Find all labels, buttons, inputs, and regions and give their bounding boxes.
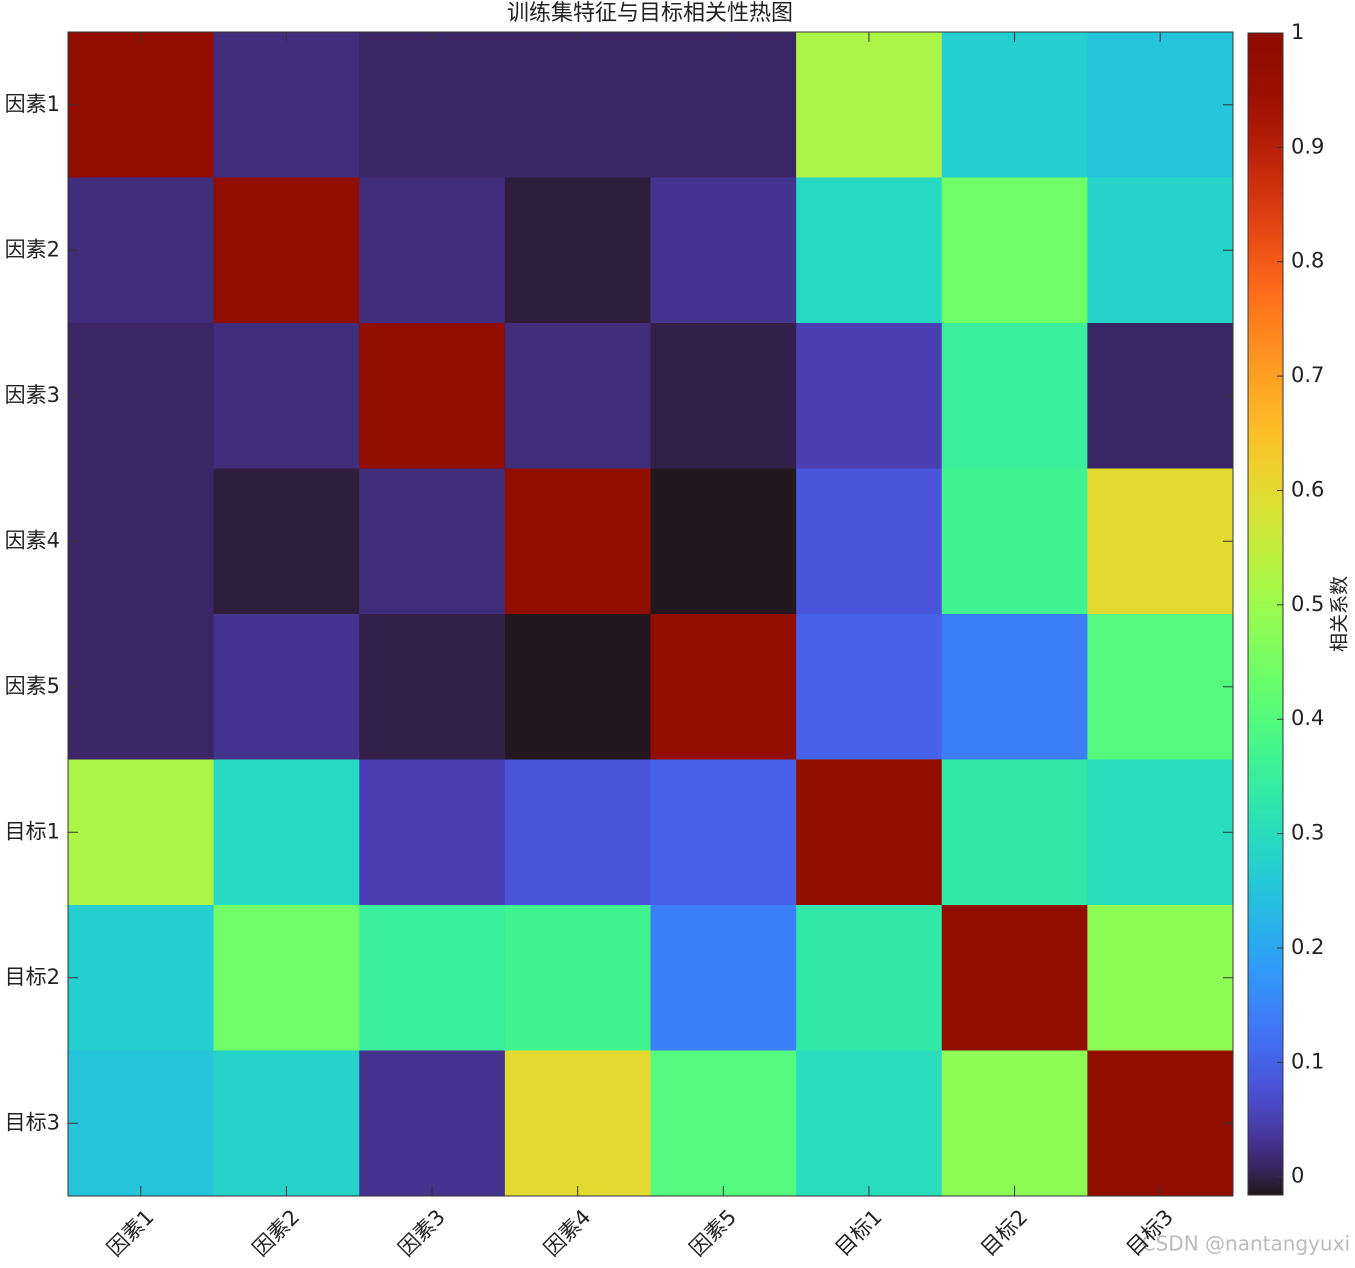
heatmap-cell — [650, 177, 797, 324]
x-tick-label: 目标2 — [976, 1205, 1032, 1261]
colorbar-tick-label: 0.2 — [1291, 935, 1324, 959]
heatmap-cell — [359, 905, 506, 1051]
heatmap-cell — [941, 323, 1088, 469]
colorbar-tick-label: 0 — [1291, 1164, 1304, 1188]
heatmap-cell — [1087, 905, 1234, 1051]
colorbar-tick-label: 0.3 — [1291, 821, 1324, 845]
heatmap-cell — [68, 759, 215, 906]
heatmap-cell — [213, 177, 360, 324]
heatmap-cell — [504, 905, 651, 1051]
heatmap-cell — [213, 905, 360, 1051]
heatmap-cell — [941, 614, 1088, 760]
x-tick-label: 因素4 — [539, 1205, 595, 1261]
y-tick-label: 因素1 — [5, 92, 60, 116]
heatmap-cell — [359, 1050, 506, 1197]
heatmap-cell — [650, 905, 797, 1051]
heatmap-cell — [504, 468, 651, 615]
heatmap-cell — [796, 759, 943, 906]
heatmap-cell — [504, 32, 651, 178]
heatmap-cell — [796, 32, 943, 178]
heatmap-cell — [796, 1050, 943, 1197]
heatmap-cell — [68, 323, 215, 469]
heatmap-cell — [213, 614, 360, 760]
heatmap-cell — [796, 905, 943, 1051]
heatmap-cell — [68, 1050, 215, 1197]
heatmap-cell — [941, 32, 1088, 178]
heatmap-cell — [359, 759, 506, 906]
heatmap-cell — [941, 468, 1088, 615]
heatmap-cell — [1087, 32, 1234, 178]
heatmap-cell — [213, 759, 360, 906]
x-tick-label: 因素3 — [394, 1205, 450, 1261]
watermark: CSDN @nantangyuxi — [1142, 1232, 1350, 1256]
y-tick-label: 因素4 — [5, 528, 60, 552]
x-tick-label: 因素5 — [685, 1205, 741, 1261]
heatmap-cell — [1087, 468, 1234, 615]
heatmap-cell — [68, 614, 215, 760]
heatmap-cell — [1087, 323, 1234, 469]
heatmap-cell — [359, 468, 506, 615]
heatmap-cell — [359, 614, 506, 760]
colorbar-tick-label: 0.9 — [1291, 134, 1324, 158]
heatmap-cell — [796, 468, 943, 615]
colorbar-tick-label: 0.4 — [1291, 706, 1324, 730]
heatmap-cell — [650, 614, 797, 760]
heatmap-cell — [359, 323, 506, 469]
heatmap-cell — [650, 323, 797, 469]
heatmap-cell — [359, 177, 506, 324]
heatmap-cell — [650, 759, 797, 906]
y-tick-label: 因素5 — [5, 674, 60, 698]
heatmap-cell — [504, 614, 651, 760]
heatmap-cell — [504, 1050, 651, 1197]
y-tick-label: 因素2 — [5, 237, 60, 261]
x-tick-label: 因素1 — [102, 1205, 158, 1261]
heatmap-cell — [68, 468, 215, 615]
colorbar-label: 相关系数 — [1329, 576, 1351, 652]
heatmap-cell — [68, 177, 215, 324]
heatmap-cell — [213, 323, 360, 469]
heatmap-cell — [796, 177, 943, 324]
heatmap-cell — [1087, 614, 1234, 760]
heatmap-cell — [650, 468, 797, 615]
colorbar-tick-label: 0.6 — [1291, 477, 1324, 501]
heatmap-cell — [796, 614, 943, 760]
y-tick-label: 目标2 — [5, 965, 60, 989]
y-tick-label: 目标1 — [5, 819, 60, 843]
colorbar-tick-label: 0.8 — [1291, 249, 1324, 273]
heatmap-cell — [213, 468, 360, 615]
heatmap-cell — [68, 32, 215, 178]
heatmap-cell — [504, 323, 651, 469]
heatmap-cell — [213, 1050, 360, 1197]
heatmap-cell — [359, 32, 506, 178]
heatmap-cell — [650, 1050, 797, 1197]
x-tick-label: 目标1 — [831, 1205, 887, 1261]
colorbar-tick-label: 0.1 — [1291, 1049, 1324, 1073]
heatmap-cell — [504, 759, 651, 906]
plot-frame — [67, 31, 1234, 1197]
colorbar — [1247, 32, 1284, 1196]
chart-title: 训练集特征与目标相关性热图 — [507, 1, 793, 26]
y-tick-label: 目标3 — [5, 1110, 60, 1134]
x-tick-label: 因素2 — [248, 1205, 304, 1261]
heatmap-cell — [650, 32, 797, 178]
heatmap-cell — [941, 759, 1088, 906]
colorbar-tick-label: 0.5 — [1291, 592, 1324, 616]
heatmap-cell — [1087, 1050, 1234, 1197]
heatmap-cell — [941, 905, 1088, 1051]
heatmap-cell — [213, 32, 360, 178]
heatmap-cell — [68, 905, 215, 1051]
heatmap-cell — [1087, 759, 1234, 906]
heatmap-cell — [941, 177, 1088, 324]
heatmap-cell — [504, 177, 651, 324]
colorbar-tick-label: 0.7 — [1291, 363, 1324, 387]
heatmap-cell — [796, 323, 943, 469]
heatmap-cell — [941, 1050, 1088, 1197]
y-tick-label: 因素3 — [5, 383, 60, 407]
colorbar-tick-label: 1 — [1291, 20, 1304, 44]
heatmap-cell — [1087, 177, 1234, 324]
